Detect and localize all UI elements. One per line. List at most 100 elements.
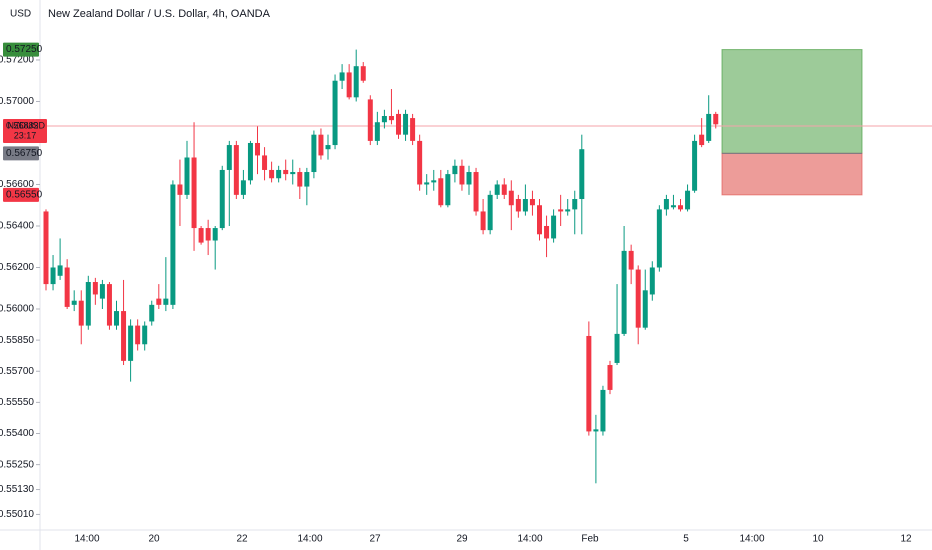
candle-body (128, 325, 134, 361)
candle-body (466, 172, 472, 185)
y-tick-label: 0.55850 (0, 335, 34, 346)
candle-body (346, 72, 352, 98)
candle-body (544, 225, 550, 239)
candle-body (403, 113, 409, 135)
candle-body (114, 311, 119, 326)
currency: USD (10, 9, 31, 20)
candle-body (628, 250, 634, 270)
countdown-label: 23:17 (14, 130, 37, 140)
x-tick-label: 14:00 (517, 534, 542, 545)
candle-body (353, 66, 359, 98)
last-price-box (3, 118, 47, 143)
candle-body (621, 250, 627, 334)
candle-body (57, 265, 63, 276)
stop-label-box (3, 187, 39, 202)
entry-label: 0.56750 (6, 148, 43, 159)
chart-title: New Zealand Dollar / U.S. Dollar, 4h, OA… (48, 8, 271, 20)
stop-label: 0.56550 (6, 189, 43, 200)
x-tick-label: Feb (581, 534, 599, 545)
candle-body (692, 140, 698, 191)
candle-body (318, 134, 324, 156)
candle-body (388, 116, 394, 121)
candle-body (233, 145, 239, 195)
target-zone (721, 49, 863, 154)
candle-body (381, 116, 387, 123)
candle-body (135, 325, 141, 345)
candle-body (219, 169, 225, 229)
y-tick-label: 0.55130 (0, 484, 34, 495)
candle-body (191, 157, 197, 229)
y-tick-label: 0.57000 (0, 96, 34, 107)
candle-body (339, 72, 345, 81)
candle-body (163, 298, 169, 305)
candle-body (269, 169, 275, 179)
candle-body (699, 134, 705, 146)
candle-body (417, 140, 423, 185)
candle-body (656, 209, 662, 268)
entry-label-box (3, 146, 39, 161)
candle-body (149, 304, 155, 322)
candle-body (508, 190, 514, 206)
candle-body (311, 134, 317, 173)
candle-body (713, 113, 719, 125)
candle-body (515, 199, 521, 212)
candle-body (473, 172, 479, 212)
x-tick-label: 27 (369, 534, 381, 545)
y-tick-label: 0.56200 (0, 262, 34, 273)
candle-body (537, 205, 542, 235)
candle-body (297, 172, 303, 187)
y-tick-label: 0.57200 (0, 55, 34, 66)
candle-body (156, 298, 162, 305)
candle-body (431, 180, 437, 183)
candle-body (424, 182, 430, 185)
candle-body (607, 365, 613, 390)
y-tick-label: 0.55550 (0, 397, 34, 408)
candle-body (522, 199, 528, 212)
candle-body (325, 145, 331, 150)
last-price-label: 0.56882 (6, 120, 39, 130)
candle-body (78, 300, 84, 326)
candle-body (438, 178, 444, 206)
candle-body (177, 184, 183, 195)
candle-body (494, 184, 500, 195)
candle-body (262, 155, 268, 170)
x-tick-label: 14:00 (297, 534, 322, 545)
y-tick-label: 0.56400 (0, 221, 34, 232)
candle-body (142, 325, 148, 345)
candle-body (678, 205, 683, 210)
x-tick-label: 29 (456, 534, 468, 545)
y-tick-label: 0.55400 (0, 428, 34, 439)
x-tick-label: 5 (683, 534, 689, 545)
x-tick-label: 12 (900, 534, 912, 545)
x-tick-label: 22 (236, 534, 248, 545)
candle-body (99, 284, 105, 299)
candle-body (593, 429, 599, 432)
candle-body (480, 211, 486, 231)
candle-body (374, 122, 380, 141)
candle-body (614, 333, 620, 363)
candle-body (184, 157, 190, 195)
x-tick-label: 10 (812, 534, 824, 545)
candle-body (106, 284, 112, 326)
candle-body (212, 228, 218, 241)
candle-body (600, 389, 606, 432)
candle-body (706, 113, 712, 141)
candle-body (572, 199, 578, 210)
candle-body (565, 209, 571, 212)
candle-body (198, 228, 204, 243)
candle-body (332, 80, 338, 146)
candle-body (529, 199, 535, 206)
candle-body (579, 149, 585, 200)
x-tick-label: 14:00 (739, 534, 764, 545)
candle-body (670, 205, 676, 208)
candle-body (255, 142, 260, 156)
candle-body (304, 172, 310, 187)
candle-body (642, 290, 648, 328)
candle-body (685, 190, 691, 210)
candle-body (50, 267, 56, 285)
candle-body (170, 184, 176, 305)
candle-body (558, 209, 564, 212)
y-tick-label: 0.55700 (0, 366, 34, 377)
candle-body (410, 118, 416, 141)
y-tick-label: 0.55010 (0, 509, 34, 520)
